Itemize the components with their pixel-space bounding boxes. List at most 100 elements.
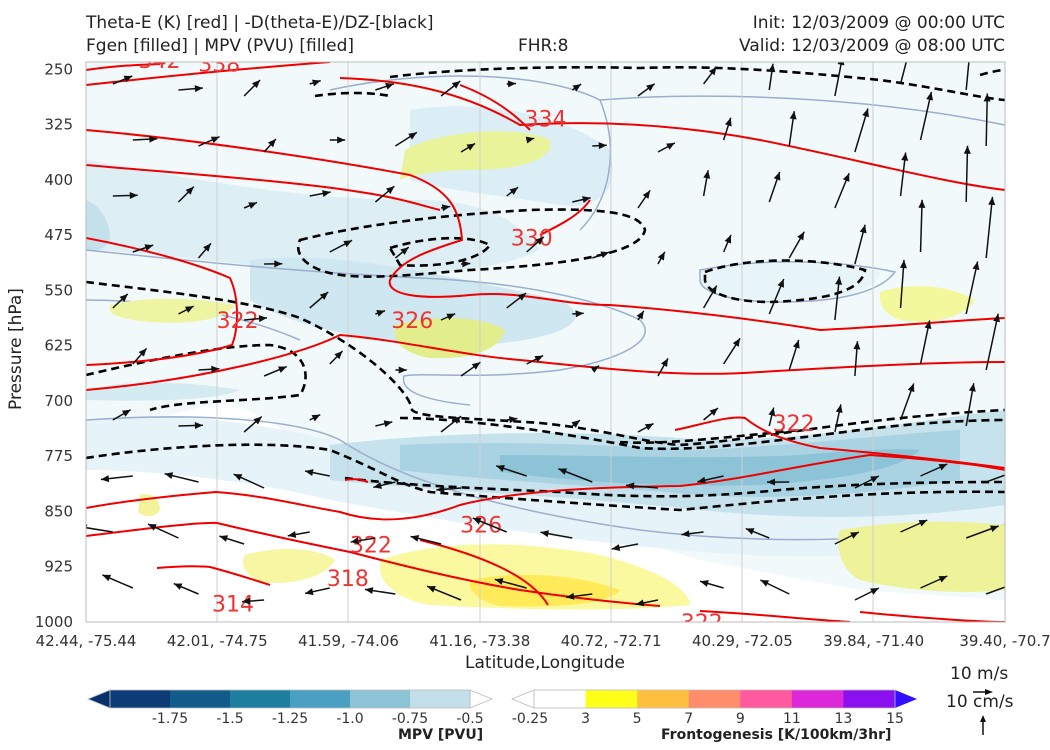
wind-arrow-head [859, 224, 867, 234]
wind-arrow-head [575, 310, 584, 318]
wind-arrow-head [100, 475, 110, 483]
wind-arrow-head [383, 420, 393, 428]
colorbar-segment [791, 690, 844, 708]
wind-arrow-head [963, 145, 971, 154]
wind-reference [973, 689, 993, 735]
wind-arrow-head [582, 196, 591, 203]
wind-arrow-head [768, 407, 776, 417]
wind-arrow-head [968, 383, 976, 392]
colorbar-tick-label: -1.5 [216, 711, 243, 727]
wind-arrow-head [972, 261, 980, 271]
wind-arrow-head [853, 341, 861, 350]
wind-arrow-head [534, 355, 544, 363]
colorbar-extend-high [469, 689, 494, 709]
wind-arrow-shaft [965, 145, 969, 203]
colorbar-tick-label: 7 [684, 711, 693, 727]
valid-time: Valid: 12/03/2009 @ 08:00 UTC [739, 36, 1005, 56]
y-tick-label: 550 [44, 281, 73, 299]
wind-arrow-head [441, 204, 451, 212]
wind-arrow-head [571, 420, 580, 428]
wind-arrow-head [732, 338, 741, 347]
wind-arrow-head [373, 482, 382, 489]
wind-arrow-head [850, 532, 859, 539]
wind-arrow-head [364, 587, 374, 595]
wind-arrow-head [777, 279, 784, 288]
wind-arrow-head [278, 366, 287, 373]
wind-arrow-head [525, 136, 535, 144]
wind-arrow-shaft [985, 196, 994, 259]
wind-arrow-head [248, 202, 257, 209]
wind-arrow-head [918, 520, 928, 527]
x-tick-label: 41.16, -73.38 [429, 632, 530, 650]
x-tick-label: 39.84, -71.40 [823, 632, 924, 650]
wind-arrow-head [745, 528, 755, 535]
x-tick-label: 42.44, -75.44 [36, 632, 137, 650]
colorbar-segment [688, 690, 741, 708]
wind-arrow-head [703, 170, 711, 179]
wind-arrow-head [700, 580, 709, 587]
x-tick-label: 42.01, -74.75 [167, 632, 268, 650]
wind-arrow-head [242, 597, 251, 605]
wind-arrow-head [989, 525, 999, 533]
wind-arrow-head [164, 472, 174, 479]
wind-arrow-head [203, 243, 211, 252]
colorbar-segment [350, 690, 411, 708]
wind-arrow-head [517, 293, 527, 301]
wind-arrow-shaft [965, 261, 979, 315]
wind-arrow-head [870, 588, 879, 595]
wind-arrow-head [410, 534, 420, 542]
wind-arrow-head [287, 531, 297, 538]
gridlines [216, 62, 874, 622]
wind-arrow-head [319, 292, 329, 300]
wind-arrow-head [184, 306, 194, 313]
wind-arrow-head [1010, 581, 1019, 588]
wind-arrow-head [598, 142, 607, 150]
wind-arrow-head [646, 83, 655, 92]
wind-arrow-head [907, 383, 915, 393]
wind-arrow-head [253, 416, 262, 425]
wind-arrow-head [305, 469, 314, 477]
wind-arrow-head [862, 108, 869, 118]
wind-arrow-head [322, 190, 331, 197]
wind-arrow-head [123, 75, 133, 83]
wind-arrow-shaft [965, 62, 970, 91]
colorbar-segment [740, 690, 793, 708]
wind-arrow-head [572, 84, 582, 92]
colorbar-tick-label: 13 [835, 711, 853, 727]
wind-arrow-head [343, 240, 353, 248]
y-tick-label: 625 [44, 337, 73, 355]
wind-arrow-head [600, 251, 610, 259]
wind-arrow-head [709, 408, 718, 416]
wind-arrow-head [792, 339, 800, 349]
colorbar-frame [109, 689, 471, 709]
thetae-label: 322 [350, 534, 392, 559]
wind-arrow-shaft [919, 199, 923, 253]
wind-arrow-head [350, 537, 360, 545]
wind-arrow-head [258, 315, 267, 323]
wind-arrow-head [446, 313, 456, 321]
wind-arrow-head [471, 362, 481, 370]
wind-arrow-head [337, 136, 346, 144]
wind-arrow-shaft [899, 259, 905, 309]
colorbar-tick-label: -0.25 [512, 711, 548, 727]
wind-arrow-head [938, 464, 948, 471]
thetae-label: 314 [212, 593, 254, 618]
wind-arrow-head [509, 187, 519, 195]
wind-arrow-head [642, 190, 651, 199]
y-tick-label: 775 [44, 447, 73, 465]
wind-vectors [86, 62, 1019, 607]
wind-arrow-head [724, 117, 732, 127]
wind-arrow-head [194, 421, 203, 429]
wind-arrow-shaft [985, 313, 999, 371]
wind-arrow-head [901, 152, 909, 161]
wind-arrow-head [451, 80, 461, 89]
wind-arrow-head [472, 517, 482, 525]
thetae-label: 322 [773, 412, 815, 437]
wind-arrow-head [924, 320, 932, 330]
wind-arrow-head [760, 580, 770, 587]
colorbar-tick-label: -1.25 [272, 711, 308, 727]
x-axis: 42.44, -75.44 42.01, -74.75 41.59, -74.06 4… [36, 632, 1050, 650]
wind-arrow-head [494, 578, 504, 585]
wind-arrow-head [660, 358, 668, 368]
